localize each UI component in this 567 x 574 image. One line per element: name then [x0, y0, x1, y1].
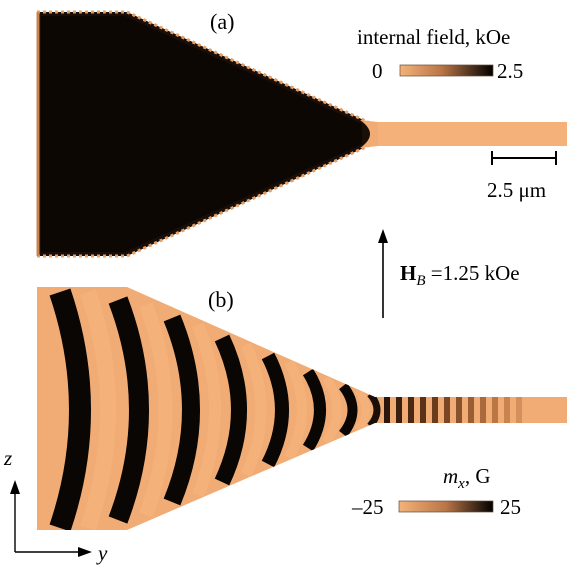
- wavefront-dark: [261, 352, 289, 468]
- panel-b-map: [37, 287, 567, 530]
- wavefront-dark: [214, 334, 247, 486]
- waveguide-stripe: [408, 397, 414, 423]
- colorbar-a-min-label: 0: [372, 59, 383, 83]
- colorbar-b-title-symbol: m: [443, 464, 459, 488]
- wavefront-light: [354, 387, 370, 433]
- waveguide-stripe: [504, 397, 510, 423]
- bias-field-value: =1.25 kOe: [425, 261, 520, 285]
- colorbar-b-min-label: –25: [352, 495, 384, 519]
- bias-field-label: HB =1.25 kOe: [400, 263, 520, 289]
- arrow-up-icon: [378, 229, 388, 318]
- panel-a-junction: [360, 120, 378, 148]
- axis-z-arrow-icon: [10, 480, 20, 552]
- panel-a-label: (a): [210, 9, 235, 34]
- wavefront-dark: [49, 288, 91, 530]
- panel-a-edge-bottom: [37, 144, 369, 258]
- colorbar-b-title: mx, G: [443, 466, 491, 492]
- colorbar-b-title-subscript: x: [458, 476, 465, 493]
- colorbar-b: [398, 500, 494, 513]
- wavefront-light: [240, 342, 267, 478]
- wavefront-dark: [367, 391, 381, 429]
- waveguide-stripe: [384, 397, 390, 423]
- waveguide-stripe: [432, 397, 438, 423]
- waveguide-stripe: [480, 397, 486, 423]
- colorbar-a-title: internal field, kOe: [357, 25, 511, 49]
- panel-a-edge-top: [37, 10, 369, 124]
- scale-bar: [491, 151, 557, 165]
- axis-y-arrow-icon: [15, 547, 92, 557]
- panel-b-label: (b): [208, 287, 234, 312]
- colorbar-b-max-label: 25: [500, 495, 521, 519]
- waveguide-stripe: [468, 397, 474, 423]
- waveguide-stripe: [420, 397, 426, 423]
- waveguide-stripe: [456, 397, 462, 423]
- waveguide-stripe: [516, 397, 522, 423]
- wavefront-light: [322, 375, 342, 445]
- bias-field-symbol: H: [400, 261, 417, 285]
- waveguide-stripe: [492, 397, 498, 423]
- axis-y-label: y: [98, 541, 108, 565]
- axis-z-label: z: [4, 446, 13, 470]
- wavefront-light: [284, 359, 307, 461]
- colorbar-a: [399, 64, 494, 77]
- wavefront-dark: [108, 296, 149, 524]
- colorbar-a-max-label: 2.5: [497, 59, 524, 83]
- wavefront-dark: [163, 314, 200, 506]
- wavefront-dark: [338, 382, 358, 438]
- bias-field-subscript: B: [416, 273, 426, 290]
- panel-a-waveguide: [372, 122, 567, 146]
- colorbar-b-title-unit: , G: [464, 464, 491, 488]
- panel-b-wavefronts: [49, 288, 522, 530]
- panel-a-interior: [41, 16, 362, 252]
- wavefront-light: [192, 322, 221, 498]
- waveguide-stripe: [444, 397, 450, 423]
- waveguide-stripe: [396, 397, 402, 423]
- wavefront-light: [80, 289, 116, 530]
- wavefront-dark: [302, 368, 326, 452]
- wavefront-light: [139, 302, 173, 518]
- scale-bar-label: 2.5 μm: [487, 178, 547, 202]
- panel-a-map: [36, 10, 567, 258]
